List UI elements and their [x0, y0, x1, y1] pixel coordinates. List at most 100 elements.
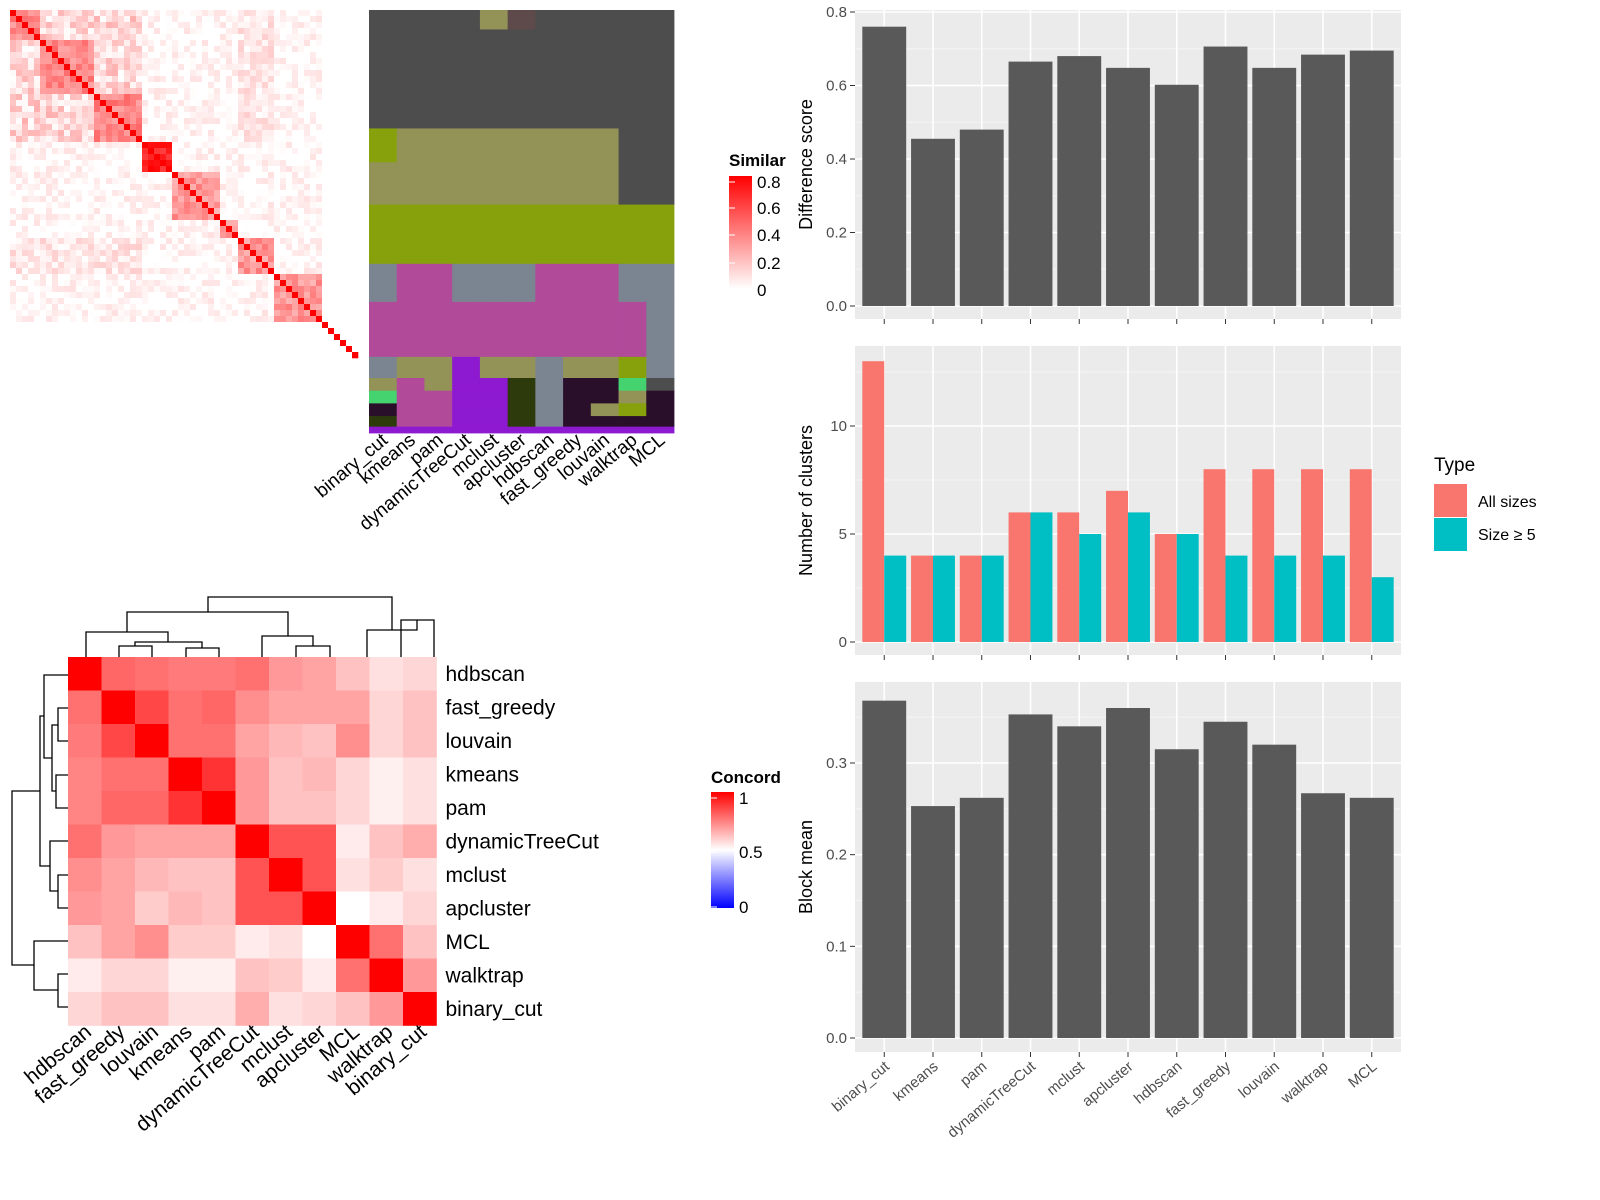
similarity-cell — [334, 94, 341, 101]
similarity-cell — [274, 178, 281, 185]
similarity-cell — [256, 52, 263, 59]
assignment-cell — [563, 204, 592, 265]
similarity-cell — [346, 316, 353, 323]
similarity-cell — [316, 160, 323, 167]
similarity-cell — [46, 190, 53, 197]
similarity-cell — [220, 334, 227, 341]
similarity-cell — [298, 346, 305, 353]
similarity-cell — [142, 340, 149, 347]
similarity-cell — [220, 10, 227, 17]
similarity-cell — [100, 172, 107, 179]
similarity-cell — [244, 274, 251, 281]
concordance-cell — [101, 824, 136, 859]
similarity-cell — [106, 214, 113, 221]
similarity-cell — [250, 322, 257, 329]
similarity-cell — [196, 280, 203, 287]
similarity-cell — [244, 250, 251, 257]
concordance-cell — [269, 690, 303, 725]
similarity-cell — [256, 256, 263, 263]
similarity-cell — [40, 40, 47, 47]
similarity-cell — [292, 34, 299, 41]
assignment-cell — [424, 426, 453, 434]
similarity-cell — [250, 148, 257, 155]
similarity-cell — [238, 58, 245, 65]
similarity-cell — [28, 58, 35, 65]
similarity-cell — [322, 220, 329, 227]
concordance-cell — [202, 891, 236, 926]
similarity-cell — [316, 238, 323, 245]
similarity-cell — [40, 34, 47, 41]
similarity-cell — [340, 268, 347, 275]
concordance-cell — [202, 690, 236, 725]
similarity-cell — [28, 316, 35, 323]
similarity-cell — [154, 334, 161, 341]
similarity-cell — [328, 316, 335, 323]
similarity-cell — [340, 328, 347, 335]
similarity-cell — [58, 190, 65, 197]
similarity-cell — [328, 46, 335, 53]
similarity-cell — [58, 274, 65, 281]
similarity-cell — [202, 94, 209, 101]
similarity-cell — [316, 52, 323, 59]
similarity-cell — [310, 274, 317, 281]
similarity-cell — [328, 154, 335, 161]
similarity-cell — [154, 148, 161, 155]
similarity-cell — [88, 100, 95, 107]
similarity-cell — [214, 64, 221, 71]
similarity-cell — [178, 262, 185, 269]
similarity-cell — [70, 148, 77, 155]
similarity-cell — [214, 322, 221, 329]
similarity-cell — [244, 256, 251, 263]
assignment-cell — [535, 416, 564, 428]
similarity-cell — [292, 328, 299, 335]
similarity-cell — [76, 142, 83, 149]
similarity-cell — [322, 160, 329, 167]
similarity-cell — [208, 106, 215, 113]
similarity-cell — [46, 238, 53, 245]
similarity-cell — [184, 220, 191, 227]
similarity-cell — [112, 328, 119, 335]
assignment-cell — [535, 301, 564, 358]
similarity-cell — [202, 292, 209, 299]
assignment-cell — [479, 128, 509, 163]
similarity-cell — [298, 76, 305, 83]
assignment-cell — [590, 426, 619, 434]
similarity-cell — [106, 178, 113, 185]
similarity-cell — [154, 328, 161, 335]
similarity-cell — [238, 100, 245, 107]
similarity-cell — [58, 256, 65, 263]
similarity-cell — [70, 340, 77, 347]
similarity-cell — [76, 244, 83, 251]
similarity-cell — [112, 322, 119, 329]
similarity-cell — [346, 310, 353, 317]
similarity-cell — [226, 304, 233, 311]
similarity-cell — [196, 28, 203, 35]
concordance-cell — [403, 958, 437, 993]
similarity-cell — [208, 88, 215, 95]
similarity-cell — [124, 202, 131, 209]
concordance-cell — [369, 824, 404, 859]
similarity-cell — [40, 22, 47, 29]
similarity-cell — [256, 262, 263, 269]
similarity-cell — [28, 292, 35, 299]
similarity-cell — [322, 274, 329, 281]
similarity-cell — [64, 94, 71, 101]
similarity-cell — [28, 226, 35, 233]
similarity-cell — [172, 256, 179, 263]
similarity-cell — [328, 328, 335, 335]
similarity-cell — [316, 328, 323, 335]
similarity-cell — [124, 172, 131, 179]
similarity-cell — [316, 58, 323, 65]
similarity-cell — [238, 76, 245, 83]
similarity-cell — [46, 82, 53, 89]
similarity-cell — [124, 196, 131, 203]
similarity-cell — [136, 280, 143, 287]
similarity-cell — [190, 250, 197, 257]
similarity-cell — [118, 226, 125, 233]
similarity-cell — [88, 10, 95, 17]
similarity-cell — [154, 220, 161, 227]
similarity-cell — [160, 232, 167, 239]
similarity-cell — [352, 112, 359, 119]
similarity-cell — [112, 184, 119, 191]
similarity-cell — [190, 268, 197, 275]
